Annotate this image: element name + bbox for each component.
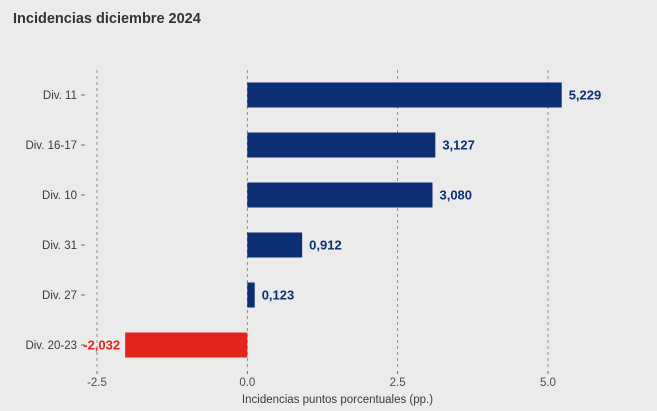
value-label-1: 3,127 — [442, 138, 475, 153]
bar-1 — [247, 132, 436, 158]
value-label-2: 3,080 — [439, 188, 472, 203]
x-tick-label-3: 5.0 — [540, 377, 556, 389]
bar-0 — [247, 82, 562, 108]
value-labels: 5,229 3,127 3,080 0,912 0,123 -2,032 — [83, 88, 601, 353]
x-tick-label-2: 2.5 — [390, 377, 406, 389]
x-tick-label-0: -2.5 — [87, 377, 107, 389]
x-tick-label-1: 0.0 — [239, 377, 255, 389]
bars — [125, 82, 562, 358]
value-label-0: 5,229 — [569, 88, 602, 103]
category-label-5: Div. 20-23 — [25, 340, 77, 352]
x-axis-title: Incidencias puntos porcentuales (pp.) — [242, 394, 433, 406]
value-label-3: 0,912 — [309, 238, 342, 253]
category-label-3: Div. 31 — [42, 240, 77, 252]
category-labels: Div. 11 Div. 16-17 Div. 10 Div. 31 Div. 27 Di… — [25, 90, 85, 352]
value-label-5: -2,032 — [83, 338, 120, 353]
gridlines — [96, 70, 549, 370]
x-axis-ticks: -2.5 0.0 2.5 5.0 — [87, 371, 556, 389]
bar-5 — [125, 332, 248, 358]
category-label-2: Div. 10 — [42, 190, 77, 202]
value-label-4: 0,123 — [262, 288, 295, 303]
category-label-4: Div. 27 — [42, 290, 77, 302]
category-label-0: Div. 11 — [43, 90, 77, 102]
chart-title: Incidencias diciembre 2024 — [13, 11, 201, 27]
category-label-1: Div. 16-17 — [25, 140, 77, 152]
bar-2 — [247, 182, 433, 208]
bar-3 — [247, 232, 303, 258]
bar-4 — [247, 282, 255, 308]
